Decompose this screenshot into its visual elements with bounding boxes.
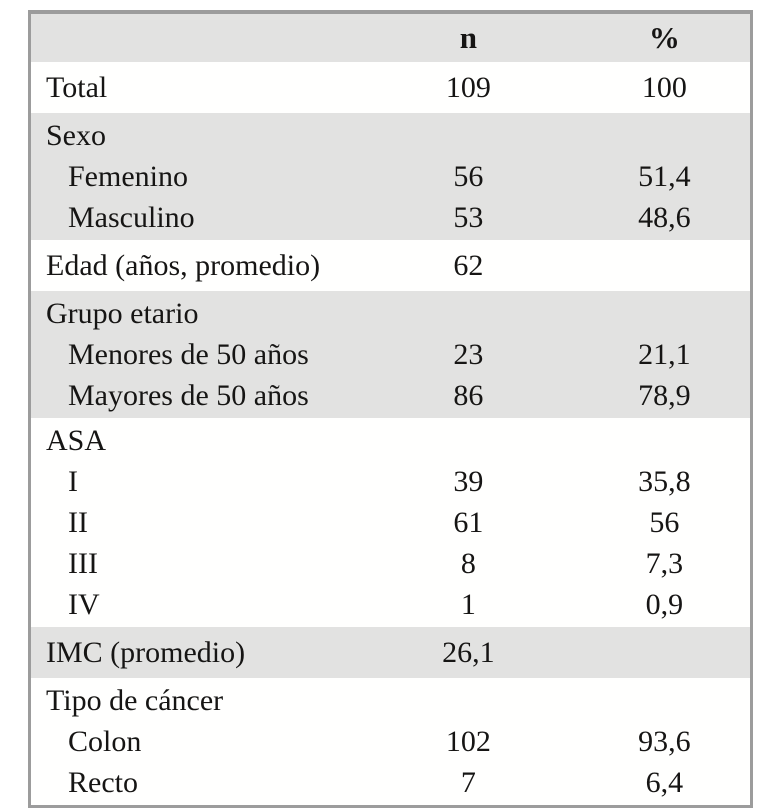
table-section: Sexo Femenino Masculino 56 53 51,4 48,6 — [29, 113, 752, 240]
n-cell: 39 61 8 1 — [357, 418, 579, 627]
cell-n — [358, 293, 579, 334]
cell-n: 61 — [453, 506, 484, 539]
row-label: II — [68, 506, 88, 539]
percent-cell: 100 — [578, 62, 752, 113]
n-cell: 56 53 — [357, 113, 579, 240]
row-label: Colon — [68, 725, 142, 758]
cell-n: 62 — [453, 249, 484, 282]
percent-cell: 35,8 56 7,3 0,9 — [578, 418, 752, 627]
header-n: n — [357, 12, 579, 62]
cell-n: 8 — [460, 547, 476, 580]
cell-n — [358, 420, 579, 461]
cell-percent: 56 — [649, 506, 680, 539]
row-label: Menores de 50 años — [68, 338, 309, 371]
table-section: Grupo etario Menores de 50 años Mayores de… — [29, 291, 752, 418]
header-blank — [29, 12, 358, 62]
cell-n — [358, 680, 579, 721]
table-section: Total 109 100 — [29, 62, 752, 113]
cell-percent — [579, 115, 750, 156]
cell-percent: 0,9 — [645, 588, 684, 621]
cell-n: 109 — [445, 71, 491, 104]
cell-percent: 21,1 — [638, 338, 691, 371]
n-cell: 102 7 — [357, 678, 579, 808]
row-label: Mayores de 50 años — [68, 379, 309, 412]
header-percent: % — [578, 12, 752, 62]
label-cell: Sexo Femenino Masculino — [29, 113, 358, 240]
row-label: Femenino — [68, 160, 188, 193]
label-cell: Total — [29, 62, 358, 113]
cell-n: 7 — [460, 766, 476, 799]
table-body: Total 109 100 Sexo Femenino Masculino 56 53 51… — [29, 62, 752, 808]
n-cell: 26,1 — [357, 627, 579, 678]
cell-n: 86 — [453, 379, 484, 412]
table-section: Tipo de cáncer Colon Recto 102 7 93,6 6,4 — [29, 678, 752, 808]
cell-percent: 51,4 — [638, 160, 691, 193]
row-label: Recto — [68, 766, 138, 799]
cell-percent — [579, 680, 750, 721]
cell-n: 56 — [453, 160, 484, 193]
row-label: IMC (promedio) — [46, 636, 246, 669]
cell-n: 23 — [453, 338, 484, 371]
cell-percent: 35,8 — [638, 465, 691, 498]
row-label: Sexo — [46, 119, 106, 152]
label-cell: ASA I II III IV — [29, 418, 358, 627]
cell-percent: 78,9 — [638, 379, 691, 412]
row-label: III — [68, 547, 98, 580]
cell-n: 53 — [453, 201, 484, 234]
patient-characteristics-table: n % Total 109 100 Sexo Femenino Masculino 56 5… — [28, 10, 753, 808]
row-label: Masculino — [68, 201, 195, 234]
n-cell: 23 86 — [357, 291, 579, 418]
cell-n: 1 — [460, 588, 476, 621]
cell-percent: 93,6 — [638, 725, 691, 758]
cell-n: 26,1 — [442, 636, 495, 669]
label-cell: Grupo etario Menores de 50 años Mayores de… — [29, 291, 358, 418]
label-cell: IMC (promedio) — [29, 627, 358, 678]
row-label: ASA — [46, 424, 107, 457]
row-label: IV — [68, 588, 100, 621]
row-label: Total — [46, 71, 108, 104]
cell-percent — [579, 420, 750, 461]
percent-cell — [578, 627, 752, 678]
cell-percent — [579, 293, 750, 334]
cell-percent — [579, 632, 750, 673]
row-label: Tipo de cáncer — [46, 684, 224, 717]
table-section: Edad (años, promedio) 62 — [29, 240, 752, 291]
percent-cell — [578, 240, 752, 291]
cell-percent — [579, 245, 750, 286]
row-label: Edad (años, promedio) — [46, 249, 321, 282]
row-label: I — [68, 465, 78, 498]
cell-n — [358, 115, 579, 156]
table-section: IMC (promedio) 26,1 — [29, 627, 752, 678]
row-label: Grupo etario — [46, 297, 199, 330]
table-section: ASA I II III IV 39 61 8 1 35,8 56 7,3 0,9 — [29, 418, 752, 627]
percent-cell: 93,6 6,4 — [578, 678, 752, 808]
percent-cell: 51,4 48,6 — [578, 113, 752, 240]
header-row: n % — [29, 12, 752, 62]
table-header: n % — [29, 12, 752, 62]
n-cell: 109 — [357, 62, 579, 113]
cell-percent: 6,4 — [645, 766, 684, 799]
label-cell: Edad (años, promedio) — [29, 240, 358, 291]
label-cell: Tipo de cáncer Colon Recto — [29, 678, 358, 808]
cell-percent: 7,3 — [645, 547, 684, 580]
cell-percent: 48,6 — [638, 201, 691, 234]
cell-n: 39 — [453, 465, 484, 498]
n-cell: 62 — [357, 240, 579, 291]
cell-percent: 100 — [641, 71, 687, 104]
percent-cell: 21,1 78,9 — [578, 291, 752, 418]
cell-n: 102 — [445, 725, 491, 758]
